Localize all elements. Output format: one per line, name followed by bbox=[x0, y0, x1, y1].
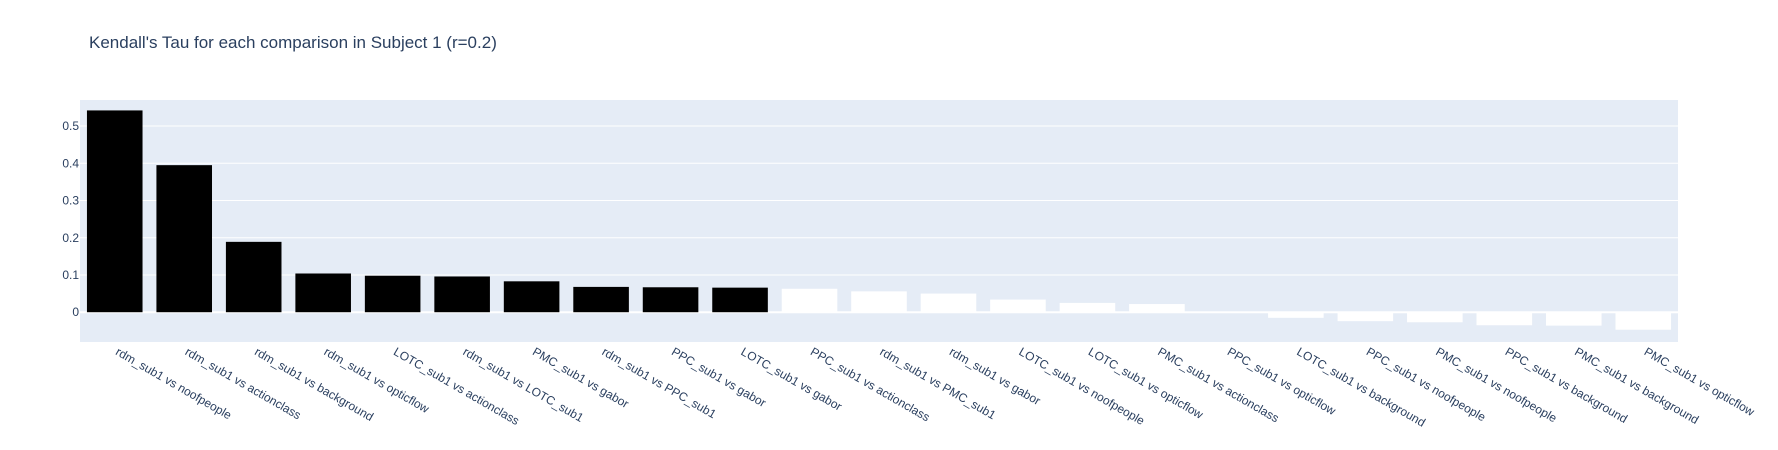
bar[interactable] bbox=[1337, 312, 1394, 322]
bar[interactable] bbox=[225, 241, 282, 313]
y-tick-label: 0 bbox=[72, 305, 79, 319]
y-tick-label: 0.1 bbox=[62, 268, 79, 282]
bars bbox=[86, 110, 1672, 330]
bar[interactable] bbox=[1476, 312, 1533, 326]
bar[interactable] bbox=[642, 287, 699, 313]
x-tick-label: LOTC_sub1 vs opticflow bbox=[1086, 344, 1206, 421]
bar[interactable] bbox=[920, 293, 977, 313]
x-tick-label: rdm_sub1 vs background bbox=[252, 344, 376, 423]
x-tick-label: LOTC_sub1 vs actionclass bbox=[391, 344, 522, 427]
y-tick-label: 0.4 bbox=[62, 156, 79, 170]
bar[interactable] bbox=[156, 165, 213, 313]
x-tick-label: rdm_sub1 vs actionclass bbox=[183, 344, 304, 422]
bar[interactable] bbox=[573, 286, 629, 313]
bar[interactable] bbox=[1407, 312, 1463, 323]
x-tick-label: rdm_sub1 vs noofpeople bbox=[113, 344, 234, 422]
y-tick-label: 0.3 bbox=[62, 194, 79, 208]
bar[interactable] bbox=[1198, 312, 1255, 313]
bar[interactable] bbox=[1059, 302, 1116, 313]
bar[interactable] bbox=[503, 281, 560, 313]
bar[interactable] bbox=[1545, 312, 1602, 326]
x-tick-label: PMC_sub1 vs noofpeople bbox=[1433, 344, 1559, 425]
x-tick-label: PMC_sub1 vs opticflow bbox=[1642, 344, 1757, 419]
x-tick-label: PPC_sub1 vs actionclass bbox=[808, 344, 932, 424]
bar[interactable] bbox=[712, 287, 768, 313]
bar[interactable] bbox=[781, 288, 838, 313]
x-tick-label: PMC_sub1 vs actionclass bbox=[1155, 344, 1281, 425]
x-tick-label: rdm_sub1 vs PMC_sub1 bbox=[878, 344, 999, 422]
y-tick-label: 0.5 bbox=[62, 119, 79, 133]
bar[interactable] bbox=[1129, 304, 1185, 313]
x-tick-label: LOTC_sub1 vs background bbox=[1294, 344, 1428, 429]
x-tick-label: PMC_sub1 vs background bbox=[1572, 344, 1701, 426]
bar[interactable] bbox=[434, 276, 490, 313]
x-tick-label: PPC_sub1 vs background bbox=[1503, 344, 1630, 425]
chart-title: Kendall's Tau for each comparison in Sub… bbox=[89, 33, 497, 52]
bar[interactable] bbox=[86, 110, 143, 313]
x-tick-label: PPC_sub1 vs noofpeople bbox=[1364, 344, 1489, 424]
y-axis-ticks: 0 0.1 0.2 0.3 0.4 0.5 bbox=[62, 119, 79, 319]
x-tick-label: rdm_sub1 vs LOTC_sub1 bbox=[461, 344, 587, 425]
x-tick-label: LOTC_sub1 vs noofpeople bbox=[1016, 344, 1147, 428]
bar[interactable] bbox=[1268, 312, 1324, 318]
bar[interactable] bbox=[1615, 312, 1672, 330]
bar[interactable] bbox=[990, 299, 1046, 313]
x-tick-label: rdm_sub1 vs PPC_sub1 bbox=[600, 344, 719, 421]
y-tick-label: 0.2 bbox=[62, 231, 79, 245]
bar[interactable] bbox=[295, 273, 351, 313]
bar[interactable] bbox=[851, 291, 907, 313]
bar[interactable] bbox=[364, 275, 421, 313]
